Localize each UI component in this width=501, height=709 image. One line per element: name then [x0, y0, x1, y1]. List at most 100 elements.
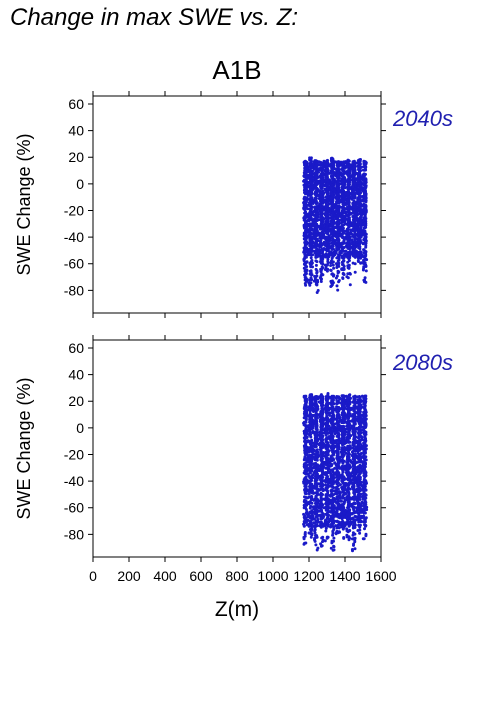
x-tick-label: 200: [117, 568, 141, 584]
data-point: [341, 202, 345, 206]
data-point: [308, 247, 312, 251]
data-point: [320, 265, 324, 269]
data-point: [358, 247, 362, 251]
data-point: [308, 465, 312, 469]
data-point: [326, 198, 330, 202]
data-point: [315, 395, 319, 399]
data-point: [319, 216, 323, 220]
data-point: [325, 214, 329, 218]
data-point: [303, 241, 307, 245]
data-point: [319, 213, 323, 217]
data-point: [313, 521, 317, 525]
y-tick-label: -20: [64, 202, 84, 218]
data-point: [337, 204, 341, 208]
data-point: [331, 206, 335, 210]
data-point: [330, 188, 334, 192]
y-tick-label: -40: [64, 473, 84, 489]
data-point: [302, 522, 306, 526]
data-point: [363, 225, 367, 229]
data-point: [337, 238, 341, 241]
data-point: [310, 261, 314, 265]
data-point: [320, 222, 324, 226]
data-point: [314, 196, 317, 200]
data-point: [319, 274, 323, 278]
data-point: [310, 182, 314, 186]
data-point: [323, 263, 327, 267]
data-point: [302, 405, 306, 409]
data-point: [308, 398, 312, 402]
data-point: [347, 206, 350, 210]
data-point: [303, 221, 307, 225]
data-point: [309, 426, 313, 430]
data-point: [364, 269, 368, 273]
data-point: [313, 274, 317, 278]
data-point: [331, 241, 335, 245]
data-point: [341, 235, 344, 239]
data-point: [315, 499, 319, 503]
data-point: [352, 208, 356, 212]
data-point: [315, 403, 319, 407]
data-point: [345, 210, 349, 214]
data-point: [348, 183, 351, 186]
data-point: [310, 501, 314, 505]
data-point: [340, 249, 344, 253]
data-point: [325, 249, 329, 253]
data-point: [314, 189, 318, 193]
data-point: [328, 239, 332, 242]
data-point: [319, 234, 323, 238]
data-point: [310, 273, 313, 277]
data-point: [326, 171, 330, 175]
data-point: [302, 204, 306, 208]
data-point: [309, 418, 313, 422]
x-tick-label: 600: [189, 568, 213, 584]
data-point: [319, 268, 323, 272]
data-point: [330, 183, 334, 187]
data-point: [315, 490, 319, 494]
data-point: [310, 469, 314, 473]
data-point: [314, 255, 318, 259]
data-point: [303, 455, 307, 459]
x-tick-label: 1200: [293, 568, 324, 584]
data-point: [303, 440, 307, 444]
data-point: [336, 288, 340, 292]
data-point: [313, 277, 317, 281]
data-point: [342, 170, 346, 174]
data-point: [313, 399, 317, 403]
data-point: [335, 192, 339, 196]
data-point: [362, 211, 366, 215]
data-point: [324, 255, 328, 259]
data-point: [326, 186, 329, 190]
data-point: [348, 252, 352, 256]
data-point: [304, 172, 308, 176]
data-point: [330, 196, 334, 200]
data-point: [303, 469, 307, 473]
period-label: 2040s: [392, 106, 453, 131]
data-point: [348, 272, 352, 276]
data-point: [304, 162, 308, 166]
data-point: [342, 241, 346, 245]
data-point: [320, 258, 324, 262]
data-point: [308, 506, 312, 510]
data-point: [362, 173, 366, 177]
data-point: [362, 176, 366, 180]
data-point: [303, 449, 307, 452]
data-point: [302, 259, 306, 263]
data-point: [309, 256, 313, 260]
data-point: [315, 458, 319, 462]
data-point: [330, 236, 334, 240]
data-point: [341, 188, 345, 192]
data-point: [325, 269, 329, 273]
data-point: [308, 480, 311, 484]
data-point: [310, 447, 314, 451]
data-point: [335, 199, 339, 203]
data-point: [351, 233, 355, 237]
data-point: [337, 160, 341, 164]
data-point: [302, 250, 306, 254]
data-point: [351, 261, 355, 265]
data-point: [309, 239, 313, 243]
data-point: [308, 175, 312, 179]
data-point: [341, 209, 345, 213]
data-point: [313, 465, 317, 468]
data-point: [341, 164, 345, 168]
data-point: [308, 235, 312, 239]
